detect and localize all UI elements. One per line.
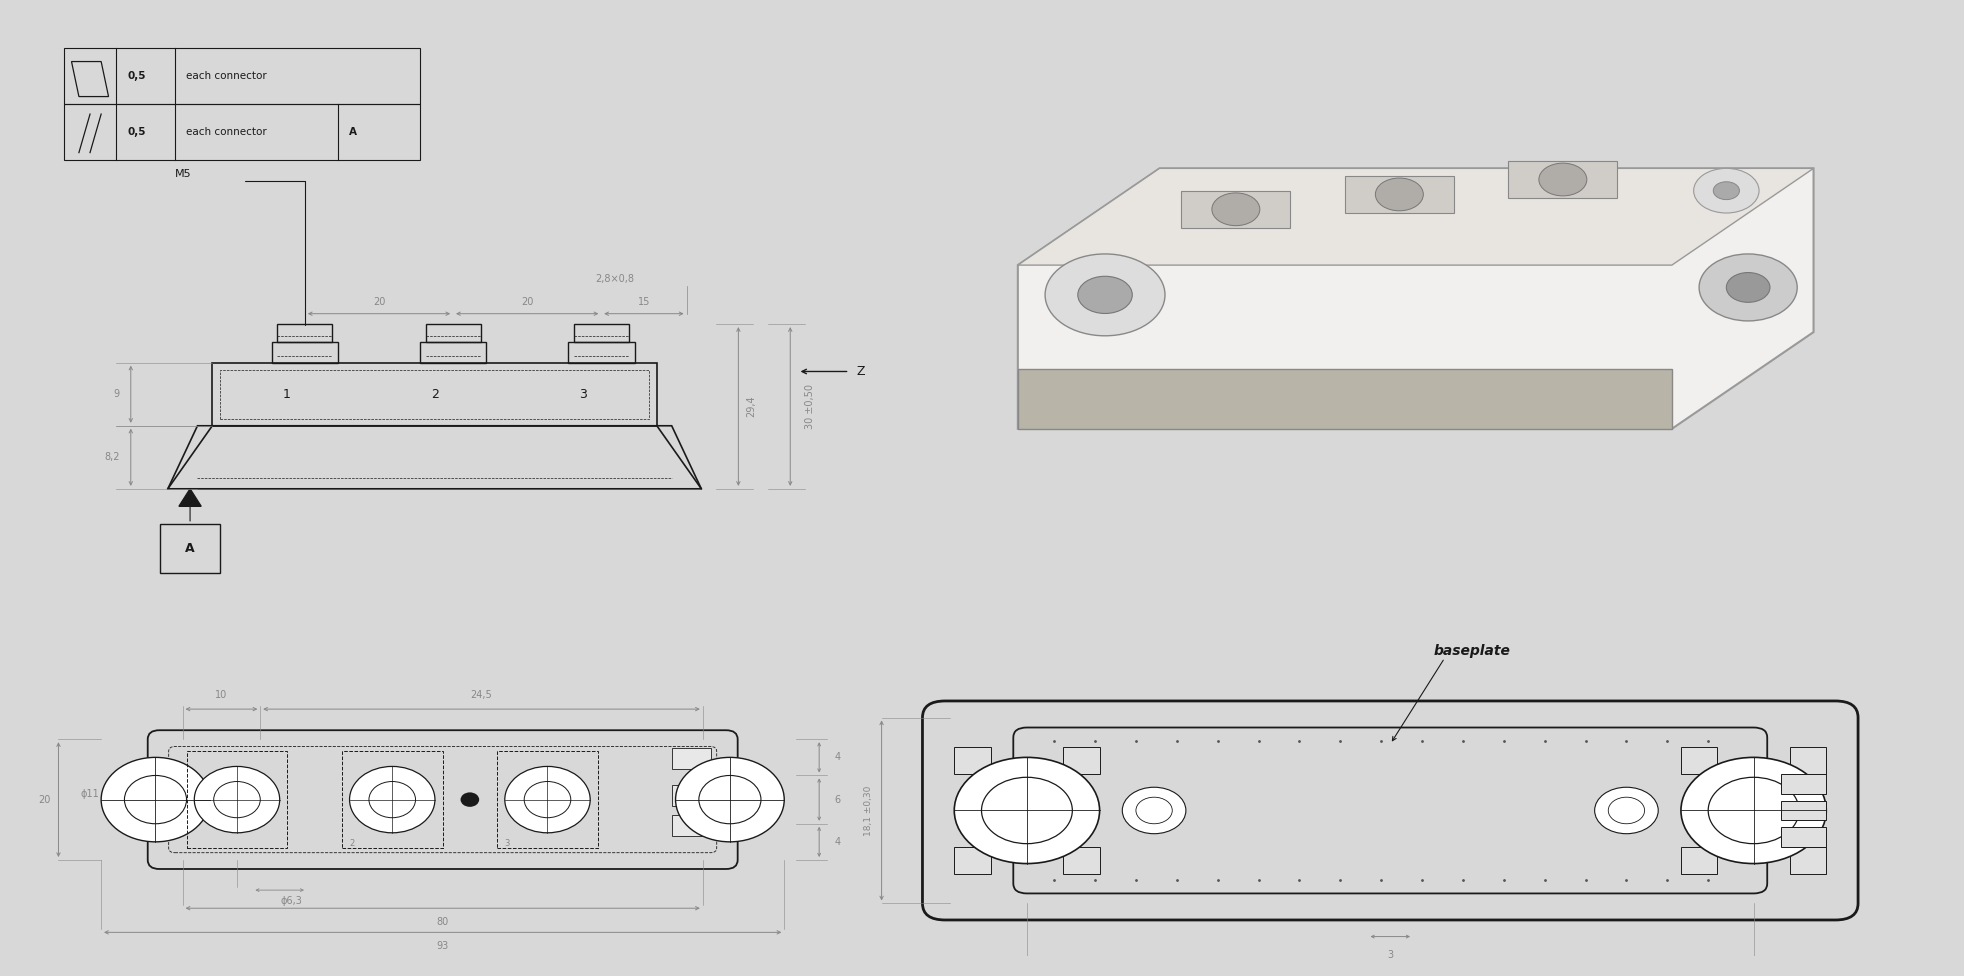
Bar (1681, 847, 1717, 874)
Bar (1789, 748, 1827, 774)
Polygon shape (1017, 369, 1671, 428)
Circle shape (350, 766, 434, 833)
Text: ϕ6,3: ϕ6,3 (281, 896, 302, 906)
Text: 2,8×0,8: 2,8×0,8 (595, 273, 634, 284)
Circle shape (1709, 777, 1799, 843)
Text: A: A (350, 127, 357, 137)
Bar (672, 815, 711, 835)
Text: 4: 4 (835, 836, 841, 847)
Text: 15: 15 (638, 297, 650, 306)
Text: 29,4: 29,4 (746, 395, 756, 418)
Bar (420, 342, 487, 363)
Text: 1: 1 (283, 387, 291, 401)
Text: each connector: each connector (187, 127, 267, 137)
Bar (161, 524, 220, 573)
Bar (955, 847, 990, 874)
Circle shape (1693, 168, 1760, 213)
Bar (497, 752, 597, 848)
Bar (1681, 748, 1717, 774)
Bar (1781, 800, 1827, 821)
Circle shape (955, 757, 1100, 864)
Circle shape (1681, 757, 1827, 864)
Text: 20: 20 (520, 297, 534, 306)
Text: 8,2: 8,2 (104, 452, 120, 463)
Bar (1508, 161, 1616, 198)
Text: 24,5: 24,5 (471, 690, 493, 700)
Polygon shape (1017, 168, 1813, 265)
Circle shape (102, 757, 210, 842)
Circle shape (1045, 254, 1165, 336)
Text: Z: Z (856, 365, 866, 378)
Text: 3: 3 (579, 387, 587, 401)
Bar (1063, 748, 1100, 774)
Text: 6: 6 (835, 794, 841, 804)
Polygon shape (179, 489, 200, 507)
Text: 80: 80 (436, 917, 450, 927)
Polygon shape (1017, 168, 1813, 428)
Text: 2: 2 (350, 838, 355, 848)
Bar (1063, 847, 1100, 874)
Bar (426, 324, 481, 342)
Text: 18,1 ±0,30: 18,1 ±0,30 (864, 786, 872, 835)
Circle shape (676, 757, 784, 842)
Bar (1180, 190, 1290, 227)
Circle shape (460, 793, 479, 807)
Text: 3: 3 (1387, 950, 1392, 959)
Text: 30 ±0,50: 30 ±0,50 (805, 384, 815, 429)
Circle shape (214, 782, 261, 818)
Text: ϕ11: ϕ11 (81, 789, 98, 798)
Bar (955, 748, 990, 774)
Text: 20: 20 (373, 297, 385, 306)
Text: 0,5: 0,5 (128, 127, 145, 137)
Circle shape (1121, 788, 1186, 834)
Text: 9: 9 (114, 389, 120, 399)
Text: 0,5: 0,5 (128, 70, 145, 81)
Circle shape (524, 782, 572, 818)
Text: A: A (185, 542, 194, 554)
Bar (187, 752, 287, 848)
Circle shape (1078, 276, 1133, 313)
Bar (271, 342, 338, 363)
Bar (568, 342, 634, 363)
Bar (277, 324, 332, 342)
Circle shape (505, 766, 589, 833)
Bar (1781, 774, 1827, 793)
Circle shape (1540, 163, 1587, 196)
Bar (1789, 847, 1827, 874)
Text: 2: 2 (430, 387, 438, 401)
Bar (672, 749, 711, 769)
Bar (65, 103, 420, 160)
Circle shape (982, 777, 1072, 843)
Circle shape (1595, 788, 1658, 834)
Text: 20: 20 (39, 794, 51, 804)
Text: 3: 3 (505, 838, 511, 848)
Circle shape (1713, 182, 1740, 200)
Circle shape (1699, 254, 1797, 321)
Text: 4: 4 (835, 752, 841, 762)
Bar (1345, 176, 1453, 213)
Bar (65, 48, 420, 103)
Text: M5: M5 (175, 169, 192, 179)
Bar (342, 752, 442, 848)
Bar (220, 370, 650, 419)
Bar (672, 785, 711, 805)
Circle shape (1375, 178, 1424, 211)
Bar (573, 324, 628, 342)
Text: each connector: each connector (187, 70, 267, 81)
Circle shape (1212, 193, 1259, 225)
Circle shape (1726, 272, 1770, 303)
Text: baseplate: baseplate (1434, 644, 1510, 658)
Circle shape (699, 776, 760, 824)
Circle shape (194, 766, 279, 833)
Text: 93: 93 (436, 942, 450, 952)
Bar (212, 363, 656, 426)
Text: 10: 10 (216, 690, 228, 700)
Bar (1781, 827, 1827, 847)
Circle shape (124, 776, 187, 824)
Circle shape (369, 782, 416, 818)
